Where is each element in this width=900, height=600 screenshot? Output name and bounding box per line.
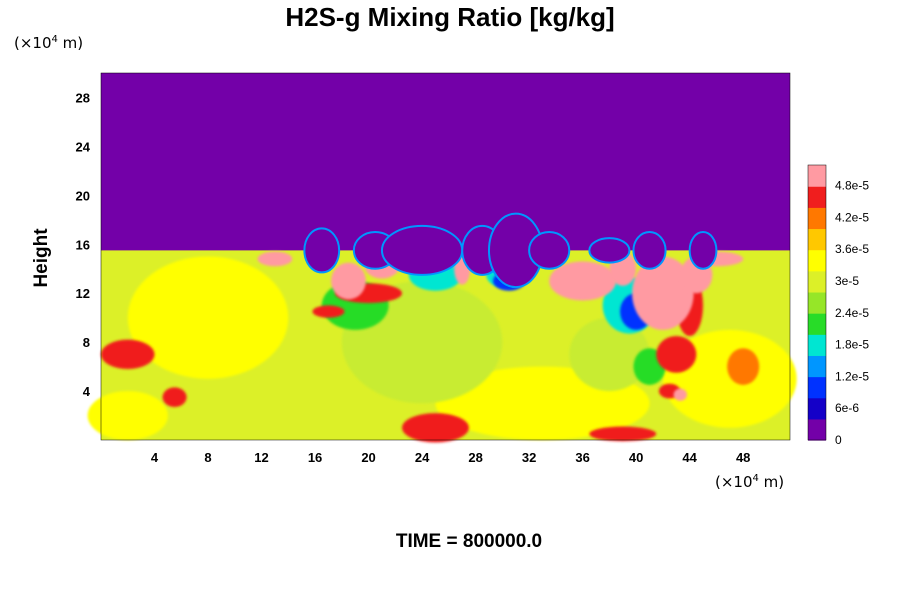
x-tick-label: 12 (254, 450, 268, 465)
field-blob-32 (257, 251, 293, 267)
boundary-dip-8 (688, 231, 718, 270)
y-tick-label: 8 (83, 335, 90, 350)
y-tick-label: 28 (76, 90, 90, 105)
x-tick-label: 48 (736, 450, 750, 465)
colorbar-tick-label: 6e-6 (835, 401, 859, 415)
boundary-dip-6 (588, 237, 631, 264)
x-tick-label: 44 (682, 450, 697, 465)
boundary-dip-7 (632, 231, 667, 270)
colorbar-segment (808, 207, 826, 230)
y-tick-label: 24 (76, 139, 91, 154)
colorbar-segment (808, 249, 826, 272)
y-tick-label: 4 (83, 384, 91, 399)
y-axis: 4 8 12 16 20 24 28 (76, 90, 91, 399)
x-tick-label: 36 (575, 450, 589, 465)
field-blob-14 (312, 305, 345, 318)
field-blob-26 (549, 261, 617, 301)
field-blob-3 (87, 391, 168, 440)
colorbar-tick-label: 3e-5 (835, 274, 859, 288)
y-tick-label: 16 (76, 237, 90, 252)
field-blob-20 (589, 426, 657, 442)
field-blob-18 (101, 339, 155, 370)
x-tick-label: 20 (361, 450, 375, 465)
colorbar-tick-label: 4.8e-5 (835, 179, 869, 193)
boundary-dip-2 (380, 224, 464, 276)
x-tick-label: 24 (415, 450, 430, 465)
x-tick-label: 4 (151, 450, 159, 465)
field-blob-23 (331, 262, 366, 300)
plot-frame (100, 72, 791, 441)
colorbar-tick-label: 3.6e-5 (835, 242, 869, 256)
colorbar-segment (808, 376, 826, 399)
colorbar-tick-label: 0 (835, 433, 842, 447)
field-blob-17 (162, 387, 187, 407)
field-blob-0 (127, 256, 289, 379)
y-tick-label: 20 (76, 188, 90, 203)
y-axis-unit: (×104 m) (14, 34, 84, 52)
colorbar-tick-label: 1.8e-5 (835, 338, 869, 352)
x-tick-label: 40 (629, 450, 643, 465)
x-tick-label: 16 (308, 450, 322, 465)
colorbar-segment (808, 334, 826, 356)
colorbar-segment (808, 186, 826, 208)
boundary-dip-0 (303, 227, 341, 274)
field-blob-15 (656, 336, 697, 373)
colorbar-segment (808, 355, 826, 378)
field-blob-2 (662, 329, 797, 428)
colorbar-segment (808, 291, 826, 314)
chart-title: H2S-g Mixing Ratio [kg/kg] (285, 2, 615, 32)
colorbar-segment (808, 397, 826, 420)
colorbar-segment (808, 165, 826, 187)
colorbar-segment (808, 228, 826, 251)
time-label: TIME = 800000.0 (395, 531, 543, 552)
field-blob-21 (727, 348, 760, 385)
colorbar-tick-label: 2.4e-5 (835, 306, 869, 320)
x-tick-label: 8 (204, 450, 211, 465)
colorbar-tick-label: 1.2e-5 (835, 369, 869, 383)
colorbar-segment (808, 418, 826, 441)
plot-area (87, 72, 797, 443)
field-blob-19 (402, 413, 469, 443)
y-tick-label: 12 (76, 286, 90, 301)
colorbar-segment (808, 313, 826, 335)
colorbar-segment (808, 270, 826, 293)
colorbar: 0 6e-6 1.2e-5 1.8e-5 2.4e-5 3e-5 3.6e-5 4.2e-5 4… (807, 164, 869, 447)
field-blob-31 (673, 388, 687, 401)
x-tick-label: 28 (468, 450, 482, 465)
x-axis-unit: (×104 m) (715, 473, 785, 491)
colorbar-tick-label: 4.2e-5 (835, 210, 869, 224)
field-blob-5 (569, 317, 650, 392)
colorbar-frame (807, 164, 827, 441)
x-tick-label: 32 (522, 450, 536, 465)
x-axis: 4 8 12 16 20 24 28 32 36 40 44 48 (151, 450, 751, 465)
field-blob-28 (632, 256, 694, 330)
boundary-dip-5 (528, 231, 571, 270)
